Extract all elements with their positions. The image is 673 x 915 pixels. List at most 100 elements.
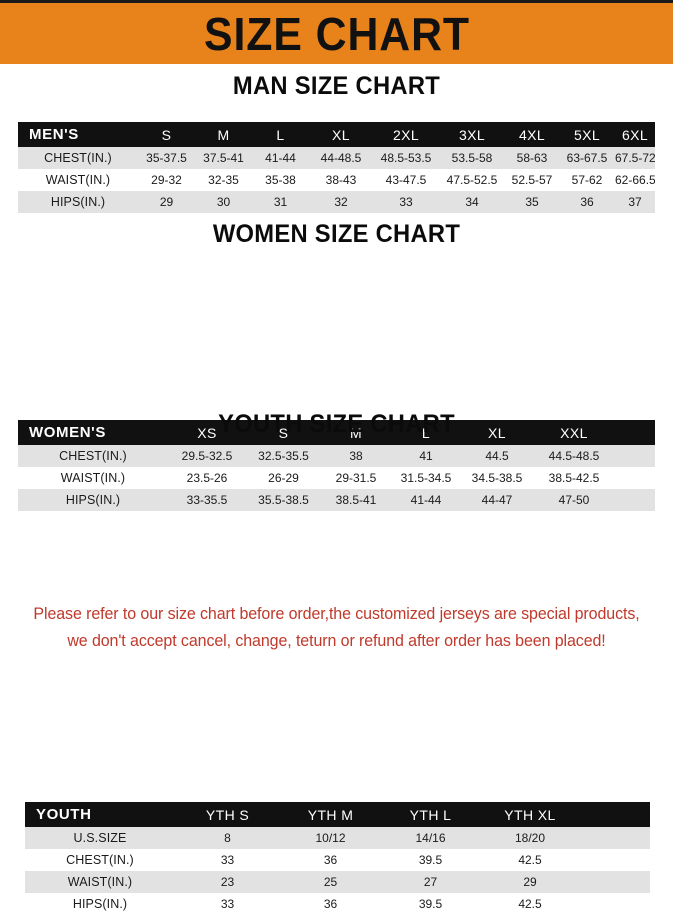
man-size-header-4: 2XL <box>373 122 439 147</box>
table-row: HIPS(IN.) 33-35.5 35.5-38.5 38.5-41 41-4… <box>18 489 655 511</box>
man-row-label-2: HIPS(IN.) <box>18 191 138 213</box>
women-header-spacer <box>615 420 655 445</box>
man-cell-2-5: 34 <box>439 191 505 213</box>
man-row-label-1: WAIST(IN.) <box>18 169 138 191</box>
women-cell-1-3: 31.5-34.5 <box>391 467 461 489</box>
man-cell-0-3: 44-48.5 <box>309 147 373 169</box>
women-cell-1-4: 34.5-38.5 <box>461 467 533 489</box>
women-size-header-5: XXL <box>533 420 615 445</box>
man-size-header-5: 3XL <box>439 122 505 147</box>
youth-cell-1-2: 39.5 <box>381 849 480 871</box>
women-cell-0-5: 44.5-48.5 <box>533 445 615 467</box>
youth-row-label-1: CHEST(IN.) <box>25 849 175 871</box>
man-cell-0-6: 58-63 <box>505 147 559 169</box>
man-cell-2-1: 30 <box>195 191 252 213</box>
man-cell-2-2: 31 <box>252 191 309 213</box>
women-cell-0-0: 29.5-32.5 <box>168 445 246 467</box>
youth-cell-1-1: 36 <box>280 849 381 871</box>
man-cell-1-7: 57-62 <box>559 169 615 191</box>
table-row: CHEST(IN.) 35-37.5 37.5-41 41-44 44-48.5… <box>18 147 655 169</box>
table-row: HIPS(IN.) 29 30 31 32 33 34 35 36 37 <box>18 191 655 213</box>
women-cell-1-0: 23.5-26 <box>168 467 246 489</box>
youth-row-label-0: U.S.SIZE <box>25 827 175 849</box>
women-cell-1-5: 38.5-42.5 <box>533 467 615 489</box>
man-cell-1-6: 52.5-57 <box>505 169 559 191</box>
youth-section-title: YOUTH SIZE CHART <box>218 410 455 438</box>
table-row: WAIST(IN.) 29-32 32-35 35-38 38-43 43-47… <box>18 169 655 191</box>
table-row: HIPS(IN.) 33 36 39.5 42.5 <box>25 893 650 915</box>
table-row: WAIST(IN.) 23.5-26 26-29 29-31.5 31.5-34… <box>18 467 655 489</box>
youth-cell-3-2: 39.5 <box>381 893 480 915</box>
women-cell-0-2: 38 <box>321 445 391 467</box>
man-cell-2-8: 37 <box>615 191 655 213</box>
youth-header-label: YOUTH <box>25 802 175 827</box>
youth-cell-0-0: 8 <box>175 827 280 849</box>
youth-size-header-1: YTH M <box>280 802 381 827</box>
youth-cell-2-2: 27 <box>381 871 480 893</box>
women-cell-0-3: 41 <box>391 445 461 467</box>
youth-size-table: YOUTH YTH S YTH M YTH L YTH XL U.S.SIZE … <box>25 802 650 915</box>
youth-cell-2-1: 25 <box>280 871 381 893</box>
man-size-table: MEN'S S M L XL 2XL 3XL 4XL 5XL 6XL CHEST <box>18 122 655 213</box>
youth-cell-1-0: 33 <box>175 849 280 871</box>
disclaimer-note: Please refer to our size chart before or… <box>10 601 663 655</box>
man-size-header-6: 4XL <box>505 122 559 147</box>
man-cell-0-2: 41-44 <box>252 147 309 169</box>
youth-header-spacer <box>580 802 650 827</box>
man-header-label: MEN'S <box>18 122 138 147</box>
man-cell-1-3: 38-43 <box>309 169 373 191</box>
women-cell-1-1: 26-29 <box>246 467 321 489</box>
table-row: CHEST(IN.) 33 36 39.5 42.5 <box>25 849 650 871</box>
table-header-row: MEN'S S M L XL 2XL 3XL 4XL 5XL 6XL <box>18 122 655 147</box>
man-cell-1-0: 29-32 <box>138 169 195 191</box>
women-cell-1-2: 29-31.5 <box>321 467 391 489</box>
youth-cell-0-spacer <box>580 827 650 849</box>
youth-cell-1-3: 42.5 <box>480 849 580 871</box>
youth-cell-3-3: 42.5 <box>480 893 580 915</box>
disclaimer-line-2: we don't accept cancel, change, teturn o… <box>67 632 606 650</box>
man-section-title: MAN SIZE CHART <box>232 72 441 100</box>
youth-size-header-2: YTH L <box>381 802 480 827</box>
man-cell-2-7: 36 <box>559 191 615 213</box>
youth-cell-2-spacer <box>580 871 650 893</box>
man-cell-1-4: 43-47.5 <box>373 169 439 191</box>
women-size-header-2: M <box>321 420 391 445</box>
women-section-title: WOMEN SIZE CHART <box>212 220 461 248</box>
man-cell-2-6: 35 <box>505 191 559 213</box>
youth-row-label-3: HIPS(IN.) <box>25 893 175 915</box>
man-size-section: MAN SIZE CHART MEN'S S M L XL 2XL <box>0 72 673 213</box>
man-size-header-7: 5XL <box>559 122 615 147</box>
table-row: WAIST(IN.) 23 25 27 29 <box>25 871 650 893</box>
women-cell-2-0: 33-35.5 <box>168 489 246 511</box>
size-chart-sheet: MAN SIZE CHART MEN'S S M L XL 2XL <box>0 64 673 915</box>
man-size-header-3: XL <box>309 122 373 147</box>
man-cell-2-4: 33 <box>373 191 439 213</box>
man-size-header-8: 6XL <box>615 122 655 147</box>
man-cell-1-5: 47.5-52.5 <box>439 169 505 191</box>
man-cell-0-7: 63-67.5 <box>559 147 615 169</box>
women-cell-2-5: 47-50 <box>533 489 615 511</box>
women-header-label: WOMEN'S <box>18 420 168 445</box>
man-cell-0-1: 37.5-41 <box>195 147 252 169</box>
page-title: SIZE CHART <box>203 7 470 60</box>
man-cell-2-0: 29 <box>138 191 195 213</box>
women-cell-2-1: 35.5-38.5 <box>246 489 321 511</box>
women-cell-2-3: 41-44 <box>391 489 461 511</box>
man-size-header-0: S <box>138 122 195 147</box>
man-cell-0-8: 67.5-72 <box>615 147 655 169</box>
women-row-label-1: WAIST(IN.) <box>18 467 168 489</box>
youth-cell-3-spacer <box>580 893 650 915</box>
man-cell-0-5: 53.5-58 <box>439 147 505 169</box>
youth-size-header-0: YTH S <box>175 802 280 827</box>
man-cell-1-2: 35-38 <box>252 169 309 191</box>
youth-cell-2-3: 29 <box>480 871 580 893</box>
youth-cell-1-spacer <box>580 849 650 871</box>
women-cell-2-4: 44-47 <box>461 489 533 511</box>
table-header-row: WOMEN'S XS S M L XL XXL <box>18 420 655 445</box>
youth-cell-3-0: 33 <box>175 893 280 915</box>
women-row-label-2: HIPS(IN.) <box>18 489 168 511</box>
table-header-row: YOUTH YTH S YTH M YTH L YTH XL <box>25 802 650 827</box>
man-cell-2-3: 32 <box>309 191 373 213</box>
women-cell-2-2: 38.5-41 <box>321 489 391 511</box>
women-size-section: WOMEN SIZE CHART WOMEN'S XS S M L <box>0 220 673 511</box>
